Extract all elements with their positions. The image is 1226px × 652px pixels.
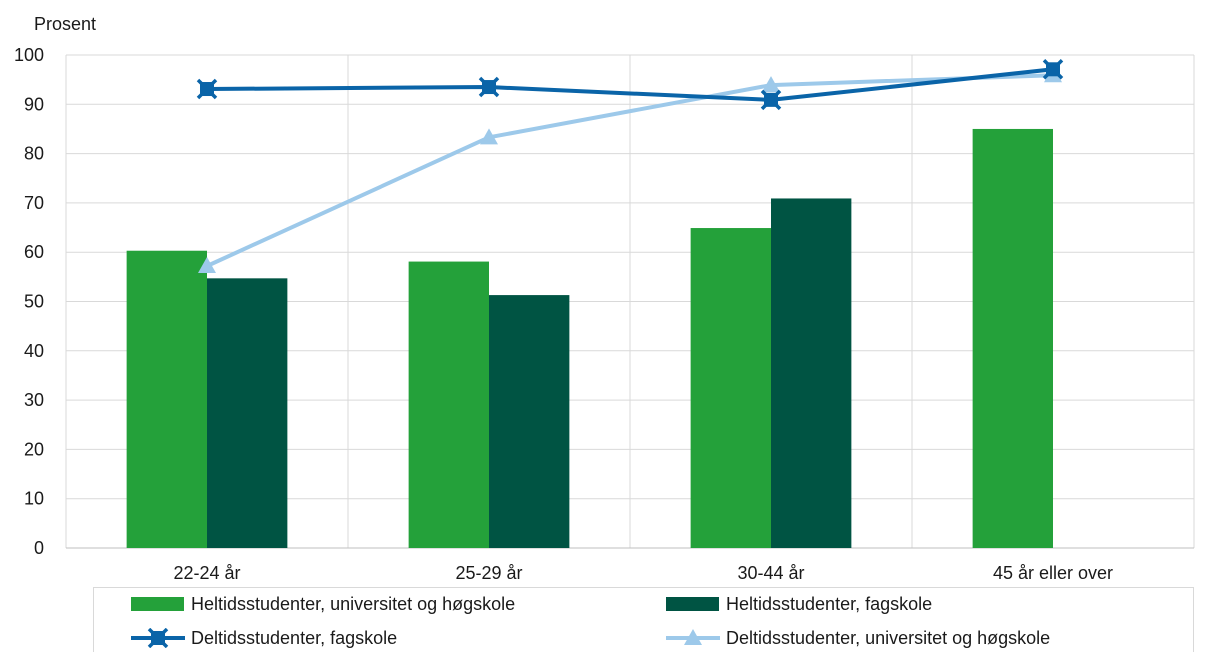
y-tick-label: 100 — [14, 45, 44, 65]
x-tick-label: 25-29 år — [455, 563, 522, 583]
marker-cross — [1042, 59, 1064, 80]
y-tick-label: 60 — [24, 242, 44, 262]
data-point — [480, 128, 498, 145]
y-tick-label: 10 — [24, 489, 44, 509]
legend-swatch-heltid-universitet — [131, 597, 184, 611]
marker-cross — [478, 76, 500, 98]
legend-item-heltid-fagskole: Heltidsstudenter, fagskole — [666, 592, 932, 616]
bar — [972, 128, 1053, 548]
data-point — [478, 76, 500, 98]
y-axis-title: Prosent — [34, 14, 96, 34]
y-axis-ticks: 0 10 20 30 40 50 60 70 80 90 100 — [14, 45, 44, 558]
data-point — [198, 257, 216, 274]
legend-label-heltid-fagskole: Heltidsstudenter, fagskole — [726, 593, 933, 614]
data-point — [762, 76, 780, 93]
legend-label-heltid-universitet: Heltidsstudenter, universitet og høgskol… — [191, 593, 516, 614]
y-tick-label: 90 — [24, 94, 44, 114]
legend: Heltidsstudenter, universitet og høgskol… — [93, 587, 1194, 652]
x-tick-label: 30-44 år — [737, 563, 804, 583]
bar-series — [126, 128, 1053, 548]
marker-cross — [760, 89, 782, 111]
legend-swatch-heltid-fagskole — [666, 597, 719, 611]
bar — [207, 278, 288, 548]
legend-item-heltid-universitet: Heltidsstudenter, universitet og høgskol… — [131, 592, 515, 616]
legend-label-deltid-universitet: Deltidsstudenter, universitet og høgskol… — [726, 627, 1051, 648]
bar — [771, 198, 852, 548]
bar — [489, 295, 570, 548]
y-tick-label: 0 — [34, 538, 44, 558]
data-point — [196, 78, 218, 100]
y-tick-label: 50 — [24, 292, 44, 312]
bar — [690, 228, 771, 548]
y-tick-label: 20 — [24, 439, 44, 459]
y-tick-label: 70 — [24, 193, 44, 213]
y-tick-label: 30 — [24, 390, 44, 410]
data-point — [760, 89, 782, 111]
data-point — [147, 628, 169, 648]
legend-item-deltid-universitet: Deltidsstudenter, universitet og høgskol… — [666, 626, 1050, 650]
line-series — [196, 59, 1064, 274]
legend-swatch-deltid-fagskole — [131, 628, 185, 648]
series-line — [206, 67, 1054, 102]
x-tick-label: 45 år eller over — [993, 563, 1113, 583]
data-point — [1042, 59, 1064, 80]
bar — [408, 261, 489, 548]
bar — [126, 250, 207, 548]
marker-cross — [147, 628, 169, 648]
data-point — [684, 629, 702, 645]
legend-label-deltid-fagskole: Deltidsstudenter, fagskole — [191, 627, 398, 648]
marker-cross — [196, 78, 218, 100]
series-line — [206, 73, 1054, 268]
x-axis-ticks: 22-24 år 25-29 år 30-44 år 45 år eller over — [173, 563, 1113, 583]
x-tick-label: 22-24 år — [173, 563, 240, 583]
legend-swatch-deltid-universitet — [666, 629, 720, 645]
y-tick-label: 80 — [24, 144, 44, 164]
y-tick-label: 40 — [24, 341, 44, 361]
legend-item-deltid-fagskole: Deltidsstudenter, fagskole — [131, 626, 397, 650]
